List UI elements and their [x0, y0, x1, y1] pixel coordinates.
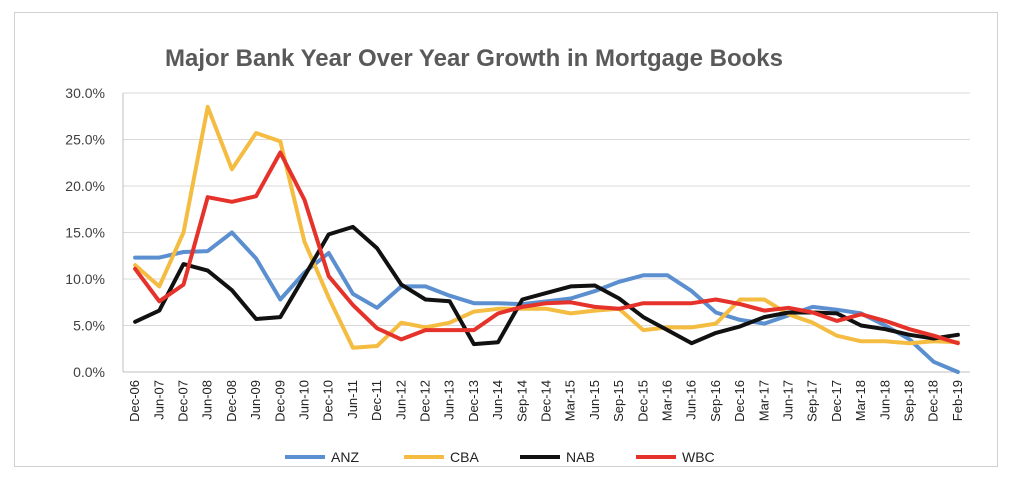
x-tick-label: Dec-09 [272, 380, 287, 422]
x-tick-label: Jun-15 [587, 380, 602, 420]
x-tick-label: Sep-18 [902, 380, 917, 422]
legend-label-anz: ANZ [331, 449, 359, 465]
x-tick-label: Sep-14 [514, 380, 529, 422]
x-tick-label: Dec-14 [539, 380, 554, 422]
legend: ANZ CBA NAB WBC [285, 449, 715, 465]
y-tick-label: 30.0% [65, 85, 105, 101]
x-tick-label: Jun-11 [345, 380, 360, 419]
x-tick-label: Jun-08 [200, 380, 215, 420]
series-lines [133, 104, 960, 374]
chart-title: Major Bank Year Over Year Growth in Mort… [165, 45, 783, 72]
x-tick-label: Mar-16 [660, 380, 675, 421]
legend-label-nab: NAB [566, 449, 595, 465]
y-tick-label: 10.0% [65, 271, 105, 287]
x-tick-label: Dec-13 [466, 380, 481, 422]
x-tick-label: Dec-15 [635, 380, 650, 422]
y-tick-label: 5.0% [73, 318, 105, 334]
x-tick-label: Dec-12 [418, 380, 433, 422]
x-tick-label: Mar-17 [756, 380, 771, 421]
x-tick-label: Dec-11 [369, 380, 384, 421]
x-tick-label: Mar-18 [853, 380, 868, 421]
chart-frame [14, 12, 998, 467]
x-tick-label: Dec-07 [176, 380, 191, 422]
x-tick-labels: Dec-06 Jun-07 Dec-07 Jun-08 Dec-08 Jun-09 Dec-… [127, 380, 965, 422]
legend-label-wbc: WBC [682, 449, 715, 465]
y-tick-label: 25.0% [65, 132, 105, 148]
x-tick-label: Jun-18 [877, 380, 892, 420]
y-tick-label: 15.0% [65, 225, 105, 241]
x-tick-label: Dec-16 [732, 380, 747, 422]
x-tick-label: Sep-16 [708, 380, 723, 422]
x-tick-label: Jun-17 [781, 380, 796, 420]
x-tick-label: Jun-09 [248, 380, 263, 420]
y-tick-label: 0.0% [73, 364, 105, 380]
x-tick-label: Jun-13 [442, 380, 457, 420]
x-tick-label: Dec-06 [127, 380, 142, 422]
x-tick-label: Jun-12 [393, 380, 408, 420]
y-tick-labels: 0.0% 5.0% 10.0% 15.0% 20.0% 25.0% 30.0% [65, 85, 105, 380]
x-tick-label: Sep-17 [805, 380, 820, 422]
grid-lines [123, 92, 970, 326]
x-tick-label: Sep-15 [611, 380, 626, 422]
x-tick-label: Dec-17 [829, 380, 844, 422]
x-tick-label: Feb-19 [950, 380, 965, 421]
x-tick-label: Jun-14 [490, 380, 505, 420]
x-tick-label: Jun-07 [151, 380, 166, 420]
x-tick-label: Dec-10 [321, 380, 336, 422]
y-tick-label: 20.0% [65, 178, 105, 194]
legend-label-cba: CBA [450, 449, 479, 465]
axes [122, 93, 970, 373]
x-tick-label: Jun-16 [684, 380, 699, 420]
x-tick-label: Dec-18 [926, 380, 941, 422]
series-line-nab [133, 224, 960, 347]
x-tick-label: Mar-15 [563, 380, 578, 421]
x-tick-label: Jun-10 [297, 380, 312, 420]
x-tick-label: Dec-08 [224, 380, 239, 422]
series-line-cba [133, 104, 960, 350]
series-line-wbc [133, 150, 960, 346]
